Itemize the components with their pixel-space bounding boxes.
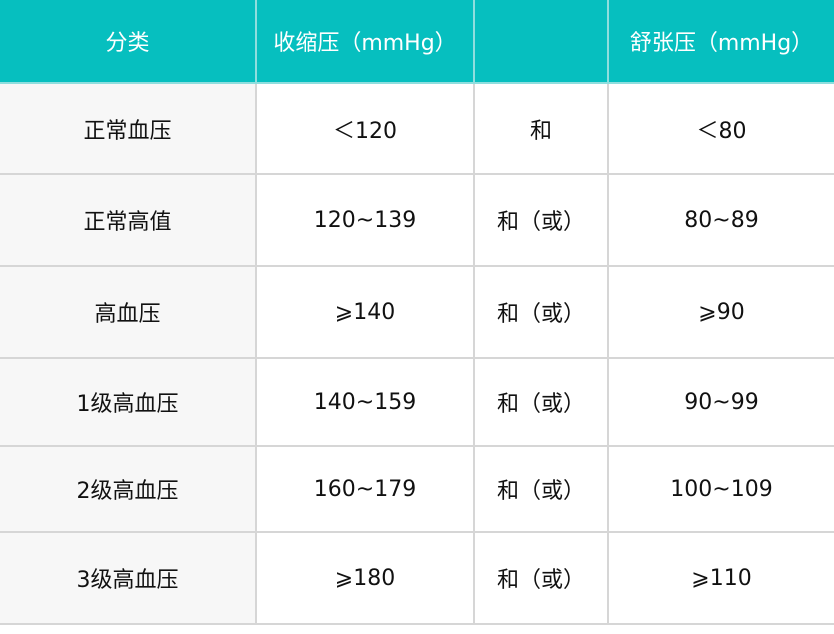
category-cell: 3级高血压	[0, 531, 257, 625]
connector-cell: 和（或）	[473, 357, 609, 447]
connector-cell: 和（或）	[473, 173, 609, 267]
header-systolic: 收缩压（mmHg）	[255, 0, 475, 84]
connector-cell: 和（或）	[473, 265, 609, 359]
header-diastolic: 舒张压（mmHg）	[607, 0, 834, 84]
table-row: 2级高血压 160~179 和（或） 100~109	[0, 445, 834, 533]
table-row: 3级高血压 ⩾180 和（或） ⩾110	[0, 531, 834, 625]
diastolic-cell: 80~89	[607, 173, 834, 267]
systolic-cell: ⩾180	[255, 531, 475, 625]
systolic-cell: ＜120	[255, 82, 475, 175]
systolic-cell: 160~179	[255, 445, 475, 533]
systolic-cell: 140~159	[255, 357, 475, 447]
header-connector	[473, 0, 609, 84]
header-row: 分类 收缩压（mmHg） 舒张压（mmHg）	[0, 0, 834, 84]
category-cell: 1级高血压	[0, 357, 257, 447]
table-row: 高血压 ⩾140 和（或） ⩾90	[0, 265, 834, 359]
connector-cell: 和（或）	[473, 445, 609, 533]
category-cell: 2级高血压	[0, 445, 257, 533]
diastolic-cell: 90~99	[607, 357, 834, 447]
category-cell: 正常高值	[0, 173, 257, 267]
diastolic-cell: ⩾110	[607, 531, 834, 625]
diastolic-cell: ⩾90	[607, 265, 834, 359]
table-row: 正常高值 120~139 和（或） 80~89	[0, 173, 834, 267]
diastolic-cell: 100~109	[607, 445, 834, 533]
systolic-cell: ⩾140	[255, 265, 475, 359]
category-cell: 正常血压	[0, 82, 257, 175]
connector-cell: 和	[473, 82, 609, 175]
connector-cell: 和（或）	[473, 531, 609, 625]
systolic-cell: 120~139	[255, 173, 475, 267]
header-category: 分类	[0, 0, 257, 84]
diastolic-cell: ＜80	[607, 82, 834, 175]
table-row: 1级高血压 140~159 和（或） 90~99	[0, 357, 834, 447]
table-row: 正常血压 ＜120 和＜80	[0, 82, 834, 175]
category-cell: 高血压	[0, 265, 257, 359]
